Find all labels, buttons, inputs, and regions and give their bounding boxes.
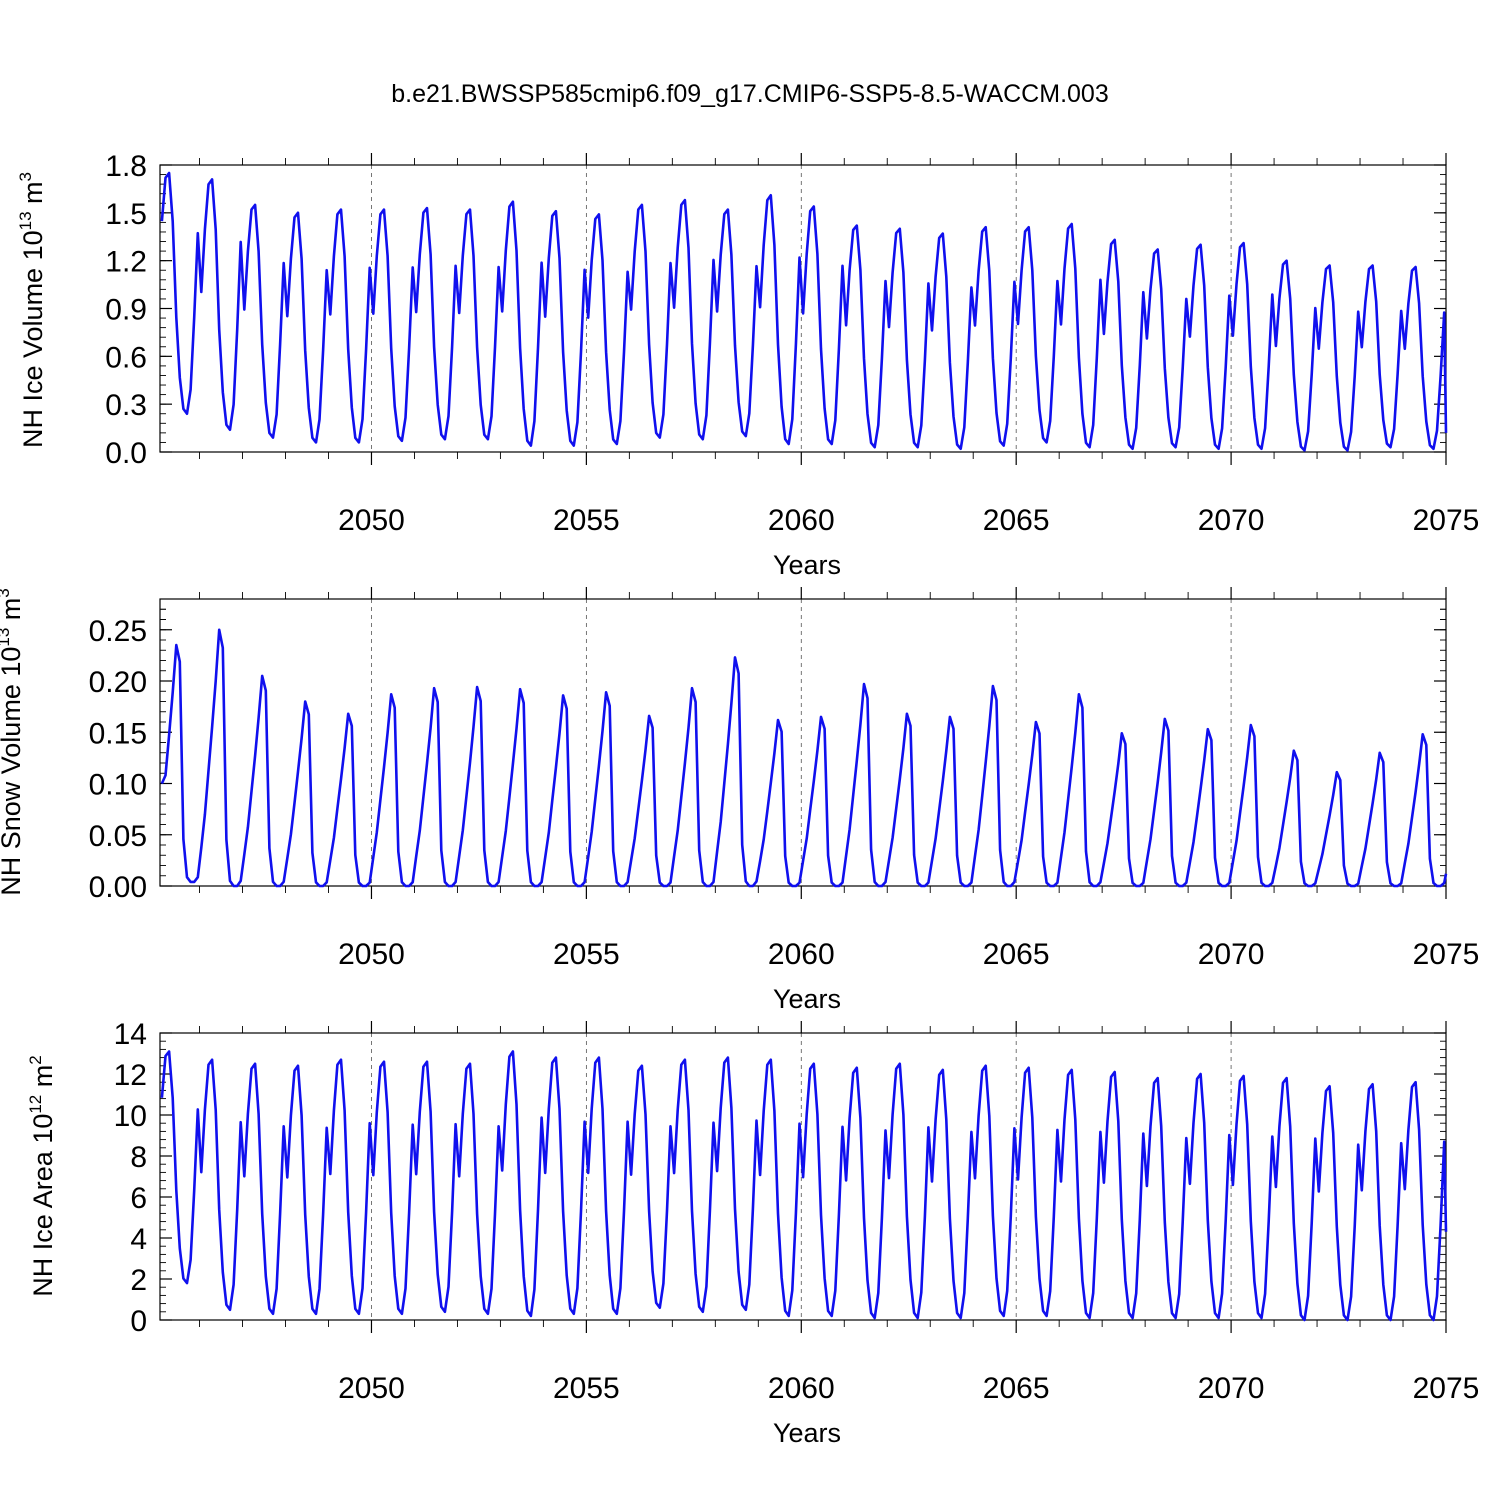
y-tick-label: 1.2 <box>105 246 147 279</box>
x-tick-label: 2065 <box>983 1372 1050 1405</box>
x-tick-label: 2075 <box>1413 504 1480 537</box>
x-tick-label: 2055 <box>553 504 620 537</box>
x-tick-label: 2075 <box>1413 1372 1480 1405</box>
y-tick-label: 0.0 <box>105 437 147 470</box>
x-tick-label: 2075 <box>1413 938 1480 971</box>
series-line-ice-volume <box>160 171 1448 452</box>
y-tick-label: 2 <box>130 1264 147 1297</box>
y-tick-label: 1.5 <box>105 198 147 231</box>
x-axis-title: Years <box>773 1418 841 1448</box>
y-tick-label: 0.6 <box>105 341 147 374</box>
x-tick-label: 2055 <box>553 1372 620 1405</box>
y-tick-label: 0.00 <box>89 871 147 904</box>
x-tick-label: 2065 <box>983 938 1050 971</box>
x-tick-label: 2070 <box>1198 504 1265 537</box>
y-tick-label: 10 <box>114 1100 147 1133</box>
x-tick-label: 2050 <box>338 938 405 971</box>
x-tick-label: 2060 <box>768 1372 835 1405</box>
panel-ice-area: 0 2 4 6 8 10 12 14 2050 2055 2060 2065 2070 2075 Years… <box>26 1018 1479 1448</box>
y-tick-label: 6 <box>130 1182 147 1215</box>
y-tick-label: 0.20 <box>89 666 147 699</box>
figure-title: b.e21.BWSSP585cmip6.f09_g17.CMIP6-SSP5-8… <box>391 80 1108 108</box>
y-axis-title: NH Ice Area 1012 m2 <box>26 1055 58 1296</box>
x-tick-label: 2060 <box>768 504 835 537</box>
x-axis-title: Years <box>773 984 841 1014</box>
panel-snow-volume: 0.00 0.05 0.10 0.15 0.20 0.25 2050 2055 2060 2065… <box>0 587 1479 1014</box>
y-tick-label: 0.05 <box>89 820 147 853</box>
x-tick-label: 2050 <box>338 1372 405 1405</box>
panel-ice-volume: 0.0 0.3 0.6 0.9 1.2 1.5 1.8 2050 2055 2060 2065 207… <box>16 150 1479 580</box>
y-tick-label: 0.10 <box>89 769 147 802</box>
y-axis-title: NH Ice Volume 1013 m3 <box>16 172 48 448</box>
y-tick-label: 12 <box>114 1059 147 1092</box>
y-tick-label: 4 <box>130 1223 147 1256</box>
x-tick-label: 2070 <box>1198 1372 1265 1405</box>
x-tick-label: 2065 <box>983 504 1050 537</box>
y-tick-label: 0.9 <box>105 294 147 327</box>
y-tick-label: 8 <box>130 1141 147 1174</box>
x-tick-label: 2070 <box>1198 938 1265 971</box>
panels: 0.0 0.3 0.6 0.9 1.2 1.5 1.8 2050 2055 2060 2065 207… <box>0 150 1479 1448</box>
y-tick-label: 0.3 <box>105 389 147 422</box>
y-tick-label: 0.15 <box>89 717 147 750</box>
x-tick-label: 2060 <box>768 938 835 971</box>
series-line-snow-volume <box>160 628 1448 888</box>
y-tick-label: 1.8 <box>105 150 147 183</box>
y-tick-label: 0.25 <box>89 615 147 648</box>
x-tick-label: 2050 <box>338 504 405 537</box>
y-tick-label: 14 <box>114 1018 147 1051</box>
series-line-ice-area <box>160 1050 1448 1322</box>
y-axis-title: NH Snow Volume 1013 m3 <box>0 588 26 896</box>
y-tick-label: 0 <box>130 1305 147 1338</box>
x-tick-label: 2055 <box>553 938 620 971</box>
x-axis-title: Years <box>773 550 841 580</box>
